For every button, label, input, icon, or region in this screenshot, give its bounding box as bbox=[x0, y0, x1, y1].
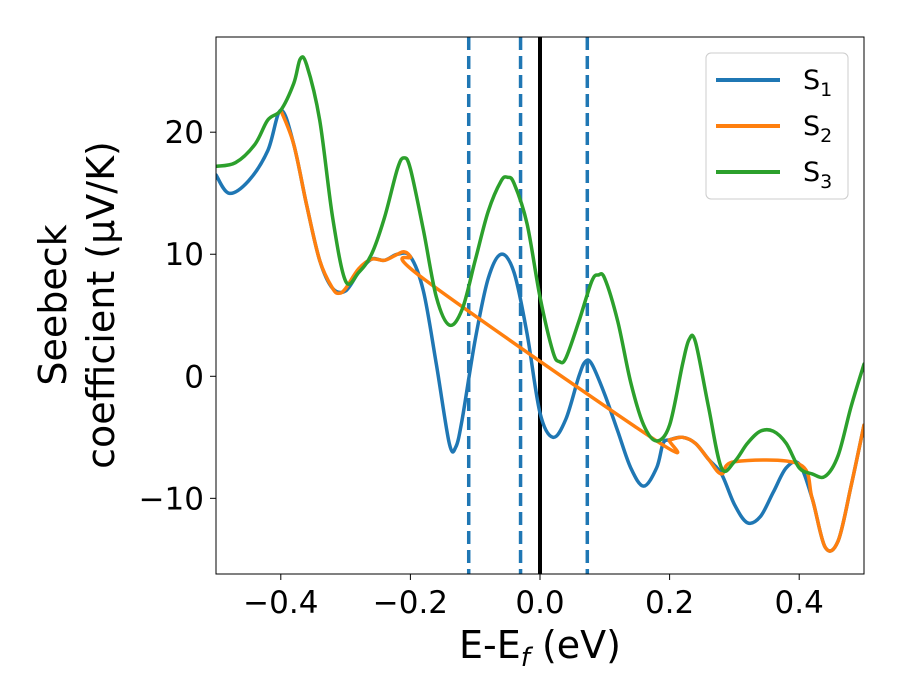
legend-label-s3: S3 bbox=[803, 157, 832, 193]
y-tick-label: −10 bbox=[139, 481, 204, 517]
x-tick-label: −0.2 bbox=[373, 585, 448, 621]
legend-label-s1: S1 bbox=[803, 65, 832, 101]
y-axis-title-line1: Seebeck bbox=[31, 224, 75, 385]
y-axis-title-line2: coefficient (μV/K) bbox=[79, 141, 123, 469]
legend: S1 S2 S3 bbox=[705, 52, 849, 200]
x-tick-label: 0.4 bbox=[775, 585, 824, 621]
series-line-s3 bbox=[216, 55, 864, 480]
y-tick-label: 20 bbox=[165, 115, 204, 151]
y-tick-label: 10 bbox=[165, 237, 204, 273]
legend-label-s2: S2 bbox=[803, 111, 832, 147]
y-tick-label: 0 bbox=[184, 359, 204, 395]
x-tick-label: −0.4 bbox=[243, 585, 318, 621]
x-axis-title: E-Ef (eV) bbox=[459, 623, 621, 673]
series-line-s2 bbox=[279, 108, 864, 553]
x-tick-label: 0.2 bbox=[645, 585, 694, 621]
x-tick-label: 0.0 bbox=[515, 585, 564, 621]
